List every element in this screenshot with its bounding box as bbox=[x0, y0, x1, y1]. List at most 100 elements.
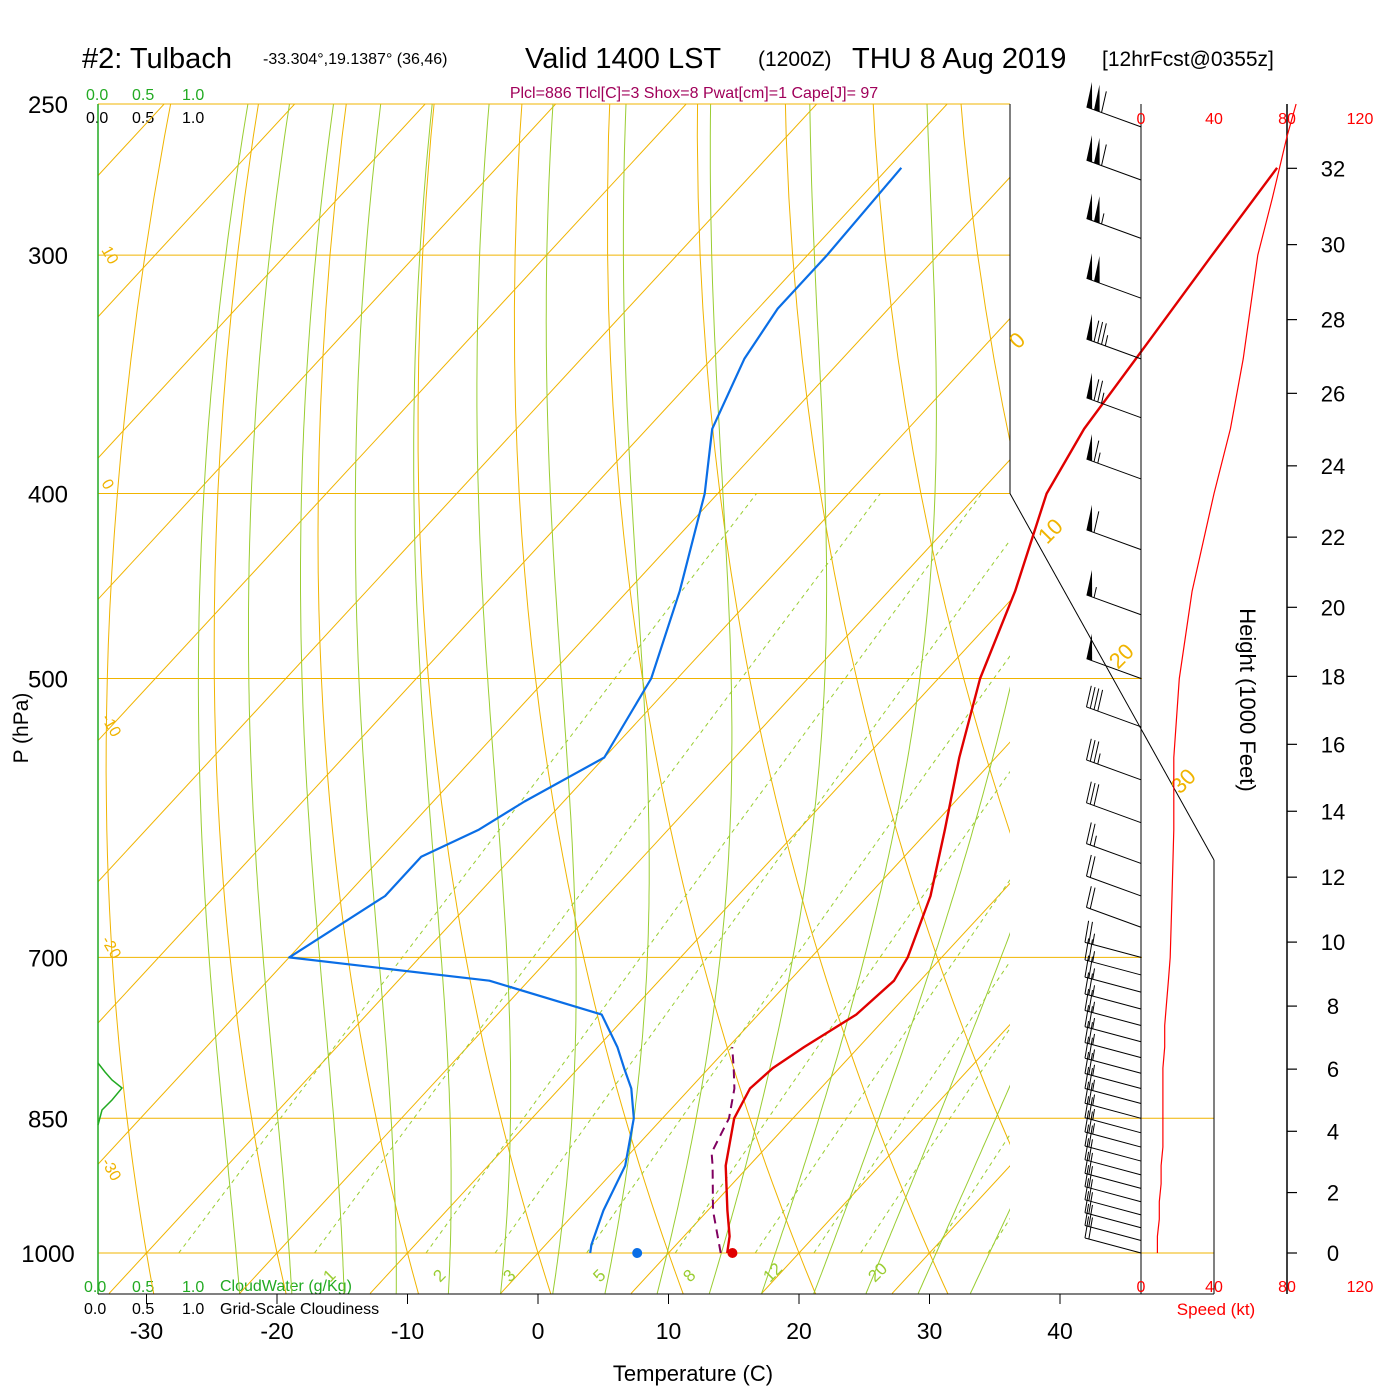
wind-barb-half-flag bbox=[1101, 392, 1105, 404]
wind-barb-flag bbox=[1089, 823, 1096, 846]
moist-adiabat-line bbox=[300, 104, 345, 1294]
wind-barb-flag bbox=[1088, 921, 1093, 944]
wind-barb bbox=[1086, 82, 1142, 128]
wind-barb-flag bbox=[1088, 956, 1093, 979]
wind-barb-half-flag bbox=[1092, 1064, 1096, 1076]
wind-barb bbox=[1084, 1165, 1142, 1203]
cloud-water-top-scale: 0.0 0.5 1.0 bbox=[86, 87, 204, 104]
wind-barb bbox=[1086, 738, 1142, 781]
dry-adiabat-line bbox=[784, 104, 1010, 1146]
wind-barb-flag bbox=[1084, 1216, 1090, 1239]
isotherm-label: 0 bbox=[98, 477, 117, 493]
isotherm-line bbox=[500, 741, 1010, 1294]
wind-barb-staff bbox=[1084, 1199, 1142, 1216]
dry-adiabat-line bbox=[1305, 70, 1400, 1301]
wind-barb bbox=[1084, 920, 1142, 958]
wind-barb-pennant bbox=[1086, 633, 1093, 661]
x-tick-label: -20 bbox=[260, 1318, 293, 1344]
wind-barb-flag bbox=[1097, 321, 1104, 344]
cloudiness-tick: 1.0 bbox=[182, 110, 204, 127]
wind-barb-pennant bbox=[1086, 313, 1093, 342]
mixing-ratio-line bbox=[178, 493, 757, 1254]
wind-barb-half-flag bbox=[1097, 452, 1101, 464]
wind-barb-flag bbox=[1088, 1179, 1093, 1201]
x-axis-title: Temperature (C) bbox=[613, 1361, 773, 1386]
wind-barb bbox=[1084, 1081, 1142, 1119]
plot-frame bbox=[97, 103, 1215, 1295]
valid-date: THU 8 Aug 2019 bbox=[852, 43, 1066, 75]
wind-barb-flag bbox=[1084, 1178, 1090, 1200]
moist-adiabat-line bbox=[197, 104, 249, 1294]
mixing-ratio-line bbox=[754, 879, 1010, 1254]
wind-barb-flag bbox=[1084, 1096, 1090, 1118]
wind-barb-half-flag bbox=[1092, 1033, 1096, 1045]
wind-barb-flag bbox=[1084, 1151, 1090, 1174]
isotherm-line bbox=[98, 104, 296, 318]
wind-barb-staff bbox=[1084, 1010, 1142, 1027]
wind-barb bbox=[1084, 1021, 1142, 1059]
x-tick-label: -30 bbox=[130, 1318, 163, 1344]
wind-barb-staff bbox=[1084, 1073, 1142, 1090]
mixing-ratio-label: 20 bbox=[864, 1259, 891, 1286]
dry-adiabat-line bbox=[1132, 70, 1400, 1301]
wind-barb-staff bbox=[1086, 397, 1142, 419]
wind-barb-flag bbox=[1084, 1066, 1090, 1089]
wind-barb bbox=[1086, 886, 1142, 928]
moist-adiabat-line bbox=[761, 104, 937, 1294]
height-tick-label: 0 bbox=[1327, 1241, 1339, 1266]
wind-barb-staff bbox=[1084, 1057, 1142, 1074]
wind-barb-flag bbox=[1093, 741, 1100, 763]
wind-barb-staff bbox=[1086, 458, 1142, 480]
wind-barb-flag bbox=[1089, 856, 1096, 878]
height-tick-label: 26 bbox=[1321, 381, 1345, 406]
cloud-water-trace bbox=[97, 1062, 124, 1126]
wind-barb-flag bbox=[1093, 511, 1100, 533]
wind-barb bbox=[1084, 1124, 1142, 1162]
wind-barb-half-flag bbox=[1092, 1079, 1096, 1091]
wind-barb-half-flag bbox=[1092, 951, 1096, 963]
dry-adiabat-label: 0 bbox=[1004, 327, 1030, 353]
isotherm-label: 10 bbox=[98, 244, 122, 268]
speed-tick-label: 80 bbox=[1278, 1279, 1296, 1296]
wind-barb-staff bbox=[1086, 218, 1142, 239]
mixing-ratio-line bbox=[674, 770, 1010, 1254]
cloud-water-label: CloudWater (g/Kg) bbox=[220, 1278, 352, 1295]
wind-barb bbox=[1084, 1138, 1142, 1176]
stability-indices: Plcl=886 Tlcl[C]=3 Shox=8 Pwat[cm]=1 Cap… bbox=[510, 85, 878, 102]
mixing-ratio-line bbox=[813, 960, 1010, 1254]
wind-barb-flag bbox=[1088, 1037, 1093, 1060]
moist-adiabat-line bbox=[354, 104, 397, 1294]
dry-adiabat-line bbox=[105, 104, 172, 1294]
height-tick-label: 20 bbox=[1321, 595, 1345, 620]
wind-barb bbox=[1086, 854, 1142, 897]
wind-barb-half-flag bbox=[1092, 1001, 1096, 1013]
wind-barb-flag bbox=[1088, 973, 1093, 996]
dry-adiabat-line bbox=[213, 104, 287, 1294]
wind-barb-flag bbox=[1089, 887, 1096, 909]
forecast-label: [12hrFcst@0355z] bbox=[1102, 48, 1274, 71]
moist-adiabat-line bbox=[917, 1084, 1010, 1294]
wind-barb-half-flag bbox=[1092, 1109, 1096, 1120]
wind-barb-flag bbox=[1097, 689, 1104, 712]
wind-speed-curve bbox=[1156, 103, 1297, 1253]
speed-tick-label: 40 bbox=[1205, 1279, 1223, 1296]
isotherm-line bbox=[98, 104, 426, 459]
surface-temperature-marker bbox=[727, 1248, 738, 1258]
height-tick-label: 8 bbox=[1327, 994, 1339, 1019]
wind-barb-staff bbox=[1084, 1172, 1142, 1189]
wind-barb-staff bbox=[1084, 1186, 1142, 1203]
dry-adiabat-line bbox=[696, 104, 949, 1294]
wind-barb-flag bbox=[1088, 1067, 1093, 1090]
height-tick-label: 18 bbox=[1321, 664, 1345, 689]
wind-barb bbox=[1086, 685, 1142, 728]
dry-adiabat-line bbox=[1045, 70, 1400, 1301]
station-coords: -33.304°,19.1387° (36,46) bbox=[263, 51, 447, 68]
wind-barb-flag bbox=[1101, 144, 1107, 166]
wind-barb bbox=[1084, 1036, 1142, 1074]
wind-barb bbox=[1086, 569, 1142, 616]
wind-barb bbox=[1086, 504, 1142, 551]
wind-barb-half-flag bbox=[1092, 1123, 1096, 1135]
wind-barb-flag bbox=[1084, 1124, 1090, 1147]
wind-barb-staff bbox=[1084, 1159, 1142, 1176]
wind-barb bbox=[1084, 1005, 1142, 1043]
